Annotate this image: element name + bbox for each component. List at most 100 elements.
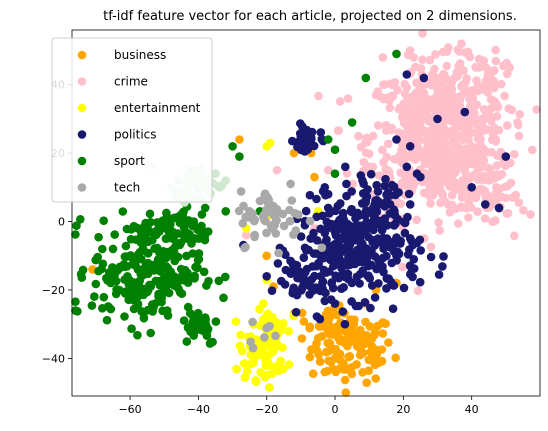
data-point xyxy=(445,207,455,217)
data-point xyxy=(425,145,435,154)
data-point xyxy=(170,256,180,266)
data-point xyxy=(323,338,333,348)
data-point xyxy=(164,288,174,298)
data-point xyxy=(384,274,394,283)
data-point xyxy=(279,221,289,231)
data-point xyxy=(463,50,473,59)
data-point xyxy=(154,289,163,299)
data-point xyxy=(403,151,413,161)
data-point xyxy=(503,121,512,130)
y-tick-label: −40 xyxy=(42,352,65,365)
data-point xyxy=(200,203,210,213)
data-point xyxy=(129,221,139,231)
legend-marker-crime xyxy=(77,77,87,86)
data-point xyxy=(352,229,362,239)
data-point xyxy=(434,218,443,227)
data-point xyxy=(120,252,130,261)
data-point xyxy=(515,110,525,119)
data-point xyxy=(122,224,132,234)
data-point xyxy=(371,374,381,383)
data-point xyxy=(299,253,309,262)
data-point xyxy=(467,183,477,192)
data-point xyxy=(475,139,485,149)
data-point xyxy=(271,362,281,371)
data-point xyxy=(317,332,327,341)
data-point xyxy=(341,162,350,172)
data-point xyxy=(267,222,276,231)
data-point xyxy=(348,179,358,189)
data-point xyxy=(385,103,395,113)
data-point xyxy=(161,220,170,230)
data-point xyxy=(312,346,322,356)
data-point xyxy=(317,134,327,144)
data-point xyxy=(267,286,277,296)
data-point xyxy=(250,232,259,242)
series-politics xyxy=(239,70,511,329)
data-point xyxy=(258,315,268,325)
data-point xyxy=(345,352,355,361)
data-point xyxy=(337,284,346,294)
data-point xyxy=(336,199,345,208)
data-points xyxy=(71,29,541,397)
data-point xyxy=(500,91,509,101)
data-point xyxy=(340,319,350,329)
data-point xyxy=(278,209,288,219)
data-point xyxy=(514,131,524,141)
data-point xyxy=(182,251,191,261)
data-point xyxy=(431,50,440,59)
data-point xyxy=(387,180,397,190)
data-point xyxy=(435,147,445,157)
data-point xyxy=(448,126,457,135)
data-point xyxy=(288,136,297,146)
data-point xyxy=(113,266,122,275)
data-point xyxy=(155,227,164,236)
data-point xyxy=(370,293,380,302)
data-point xyxy=(365,322,375,331)
data-point xyxy=(417,95,427,104)
data-point xyxy=(347,118,357,127)
data-point xyxy=(214,276,224,286)
data-point xyxy=(372,180,382,190)
data-point xyxy=(396,236,406,246)
data-point xyxy=(255,196,265,206)
data-point xyxy=(355,279,364,288)
axes-frame xyxy=(71,29,541,397)
data-point xyxy=(438,47,448,57)
data-point xyxy=(235,135,244,144)
data-point xyxy=(277,320,287,330)
data-point xyxy=(366,169,376,179)
data-point xyxy=(342,271,351,280)
data-point xyxy=(272,216,281,225)
data-point xyxy=(473,207,482,216)
data-point xyxy=(333,322,342,331)
data-point xyxy=(426,242,436,252)
data-point xyxy=(162,247,171,257)
data-point xyxy=(179,316,189,325)
data-point xyxy=(320,296,330,306)
data-point xyxy=(420,159,430,168)
data-point xyxy=(358,266,368,276)
data-point xyxy=(262,251,272,261)
data-point xyxy=(340,375,350,385)
data-point xyxy=(190,234,200,243)
data-point xyxy=(476,187,486,196)
data-point xyxy=(320,367,330,377)
data-point xyxy=(439,252,448,261)
data-point xyxy=(352,360,361,369)
data-point xyxy=(380,214,390,223)
data-point xyxy=(362,133,371,143)
data-point xyxy=(459,164,469,174)
data-point xyxy=(330,299,340,308)
data-point xyxy=(392,251,401,261)
data-point xyxy=(402,162,412,172)
data-point xyxy=(312,194,321,204)
data-point xyxy=(476,163,485,172)
data-point xyxy=(388,304,398,314)
data-point xyxy=(320,183,330,192)
data-point xyxy=(178,211,187,220)
data-point xyxy=(211,169,220,178)
data-point xyxy=(240,373,250,382)
data-point xyxy=(305,323,315,333)
data-point xyxy=(314,260,323,269)
